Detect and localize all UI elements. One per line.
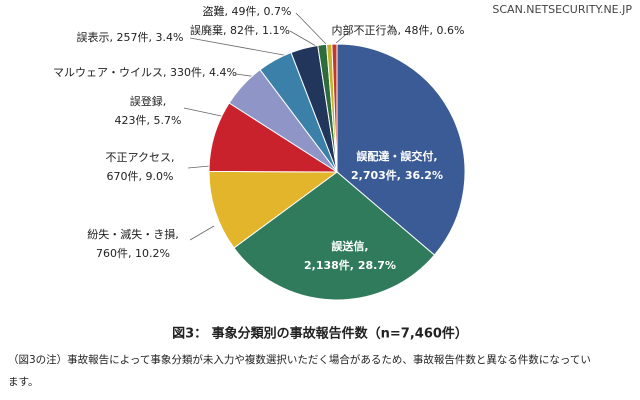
watermark: SCAN.NETSECURITY.NE.JP (492, 3, 632, 16)
slice-label: 670件, 9.0% (107, 170, 174, 183)
slice-label: マルウェア・ウイルス, 330件, 4.4% (53, 66, 237, 79)
chart-title: 図3： 事象分類別の事故報告件数（n=7,460件） (172, 326, 468, 342)
slice-label: 誤廃棄, 82件, 1.1% (190, 23, 290, 37)
slice-label: 誤登録, (130, 94, 167, 108)
slice-label: 423件, 5.7% (115, 114, 182, 127)
pie-slice (233, 171, 436, 301)
slice-label: 2,703件, 36.2% (351, 168, 443, 182)
pie-slice (336, 43, 466, 256)
slice-label: 内部不正行為, 48件, 0.6% (332, 23, 465, 37)
slice-label: 盗難, 49件, 0.7% (203, 5, 292, 18)
note: ます。 (8, 376, 38, 388)
slice-label: 不正アクセス, (106, 151, 175, 164)
slice-label: 紛失・滅失・き損, (87, 227, 179, 241)
slice-label: 誤表示, 257件, 3.4% (77, 30, 184, 44)
pie-slice (208, 170, 339, 249)
note: （図3の注）事故報告によって事象分類が未入力や複数選択いただく場合があるため、事… (8, 353, 591, 366)
slice-label: 誤送信, (331, 239, 368, 253)
slice-label: 誤配達・誤交付, (356, 149, 437, 163)
slice-label: 2,138件, 28.7% (304, 258, 396, 272)
leader-lines (183, 12, 351, 241)
pie-slice (331, 43, 338, 173)
slice-label: 760件, 10.2% (96, 247, 170, 260)
